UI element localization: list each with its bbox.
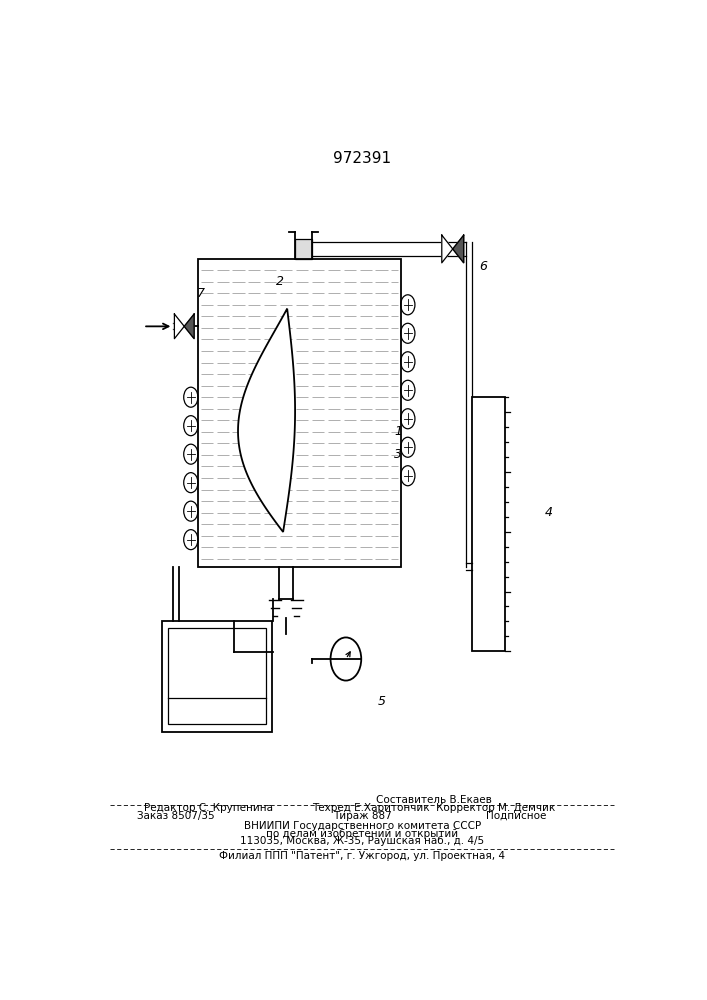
- Bar: [198, 259, 401, 567]
- Polygon shape: [185, 314, 194, 339]
- Text: 3: 3: [394, 448, 402, 461]
- Text: 6: 6: [479, 260, 487, 273]
- Bar: [472, 397, 505, 651]
- Text: Заказ 8507/35: Заказ 8507/35: [137, 811, 215, 821]
- Polygon shape: [442, 235, 452, 263]
- Bar: [163, 620, 272, 732]
- Polygon shape: [175, 314, 185, 339]
- Text: Редактор С. Крупенина: Редактор С. Крупенина: [144, 803, 274, 813]
- Text: Техред Е.Харитончик  Корректор М. Демчик: Техред Е.Харитончик Корректор М. Демчик: [312, 803, 555, 813]
- Text: 972391: 972391: [333, 151, 392, 166]
- Text: 1: 1: [394, 425, 402, 438]
- Text: по делам изобретений и открытий: по делам изобретений и открытий: [267, 829, 458, 839]
- Text: Филиал ППП "Патент", г. Ужгород, ул. Проектная, 4: Филиал ППП "Патент", г. Ужгород, ул. Про…: [219, 851, 506, 861]
- Bar: [168, 698, 267, 724]
- Text: Составитель В.Екаев: Составитель В.Екаев: [375, 795, 491, 805]
- Text: 7: 7: [197, 287, 205, 300]
- Polygon shape: [452, 235, 464, 263]
- Text: Подписное: Подписное: [486, 811, 546, 821]
- Text: 2: 2: [276, 275, 284, 288]
- Text: 113035, Москва, Ж-35, Раушская наб., д. 4/5: 113035, Москва, Ж-35, Раушская наб., д. …: [240, 836, 484, 846]
- Text: Тираж 887: Тираж 887: [333, 811, 392, 821]
- Text: 5: 5: [378, 695, 385, 708]
- Bar: [168, 628, 267, 724]
- Text: 4: 4: [544, 506, 553, 519]
- Bar: [295, 239, 312, 259]
- Polygon shape: [238, 309, 295, 532]
- Text: ВНИИПИ Государственного комитета СССР: ВНИИПИ Государственного комитета СССР: [244, 821, 481, 831]
